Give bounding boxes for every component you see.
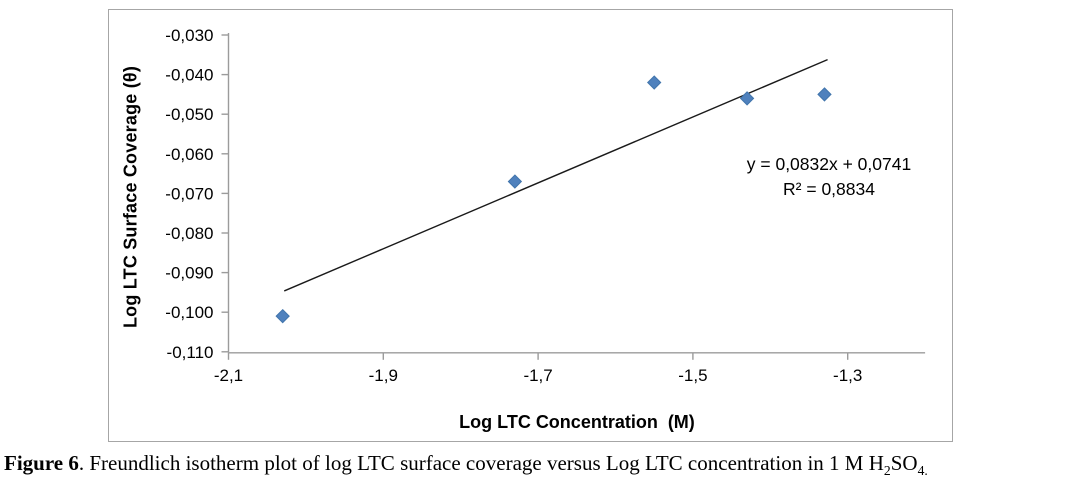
caption-subscript-4: 4. [917, 463, 928, 479]
x-axis-tick-label: -1,5 [678, 366, 707, 385]
x-axis-tick-label: -1,3 [833, 366, 862, 385]
x-axis-tick-label: -2,1 [214, 366, 243, 385]
trendline-equation: y = 0,0832x + 0,0741 [746, 154, 912, 174]
trendline [283, 58, 828, 292]
data-point-marker [817, 87, 832, 102]
data-point-marker [739, 91, 755, 106]
figure-caption: Figure 6. Freundlich isotherm plot of lo… [4, 451, 1066, 479]
data-point-marker [275, 308, 290, 324]
y-axis-tick-label: -0,090 [165, 264, 213, 283]
y-axis-tick-label: -0,070 [165, 184, 213, 203]
chart-frame [108, 9, 953, 442]
caption-so: SO [890, 451, 918, 475]
x-axis-tick-label: -1,7 [523, 366, 552, 385]
caption-subscript-2: 2 [883, 463, 891, 479]
y-axis-tick-label: -0,030 [165, 26, 213, 45]
x-axis-title: Log LTC Concentration (M) [459, 412, 695, 432]
trendline-annotation: y = 0,0832x + 0,0741 R² = 0,8834 [699, 152, 959, 202]
y-axis-tick-label: -0,110 [167, 343, 214, 362]
caption-body: . Freundlich isotherm plot of log LTC su… [78, 451, 884, 475]
y-axis-title: Log LTC Surface Coverage (θ) [120, 65, 141, 329]
y-axis-tick-label: -0,100 [165, 303, 213, 322]
figure-label: Figure 6 [4, 451, 79, 475]
y-axis-tick-label: -0,050 [165, 105, 213, 124]
y-axis-tick-label: -0,080 [165, 224, 213, 243]
data-point-marker [646, 75, 662, 90]
y-axis-tick-label: -0,040 [165, 66, 213, 85]
data-point-marker [507, 174, 523, 189]
r-squared-label: R² = 0,8834 [783, 179, 875, 199]
x-axis-tick-label: -1,9 [369, 366, 398, 385]
y-axis-tick-label: -0,060 [165, 145, 213, 164]
